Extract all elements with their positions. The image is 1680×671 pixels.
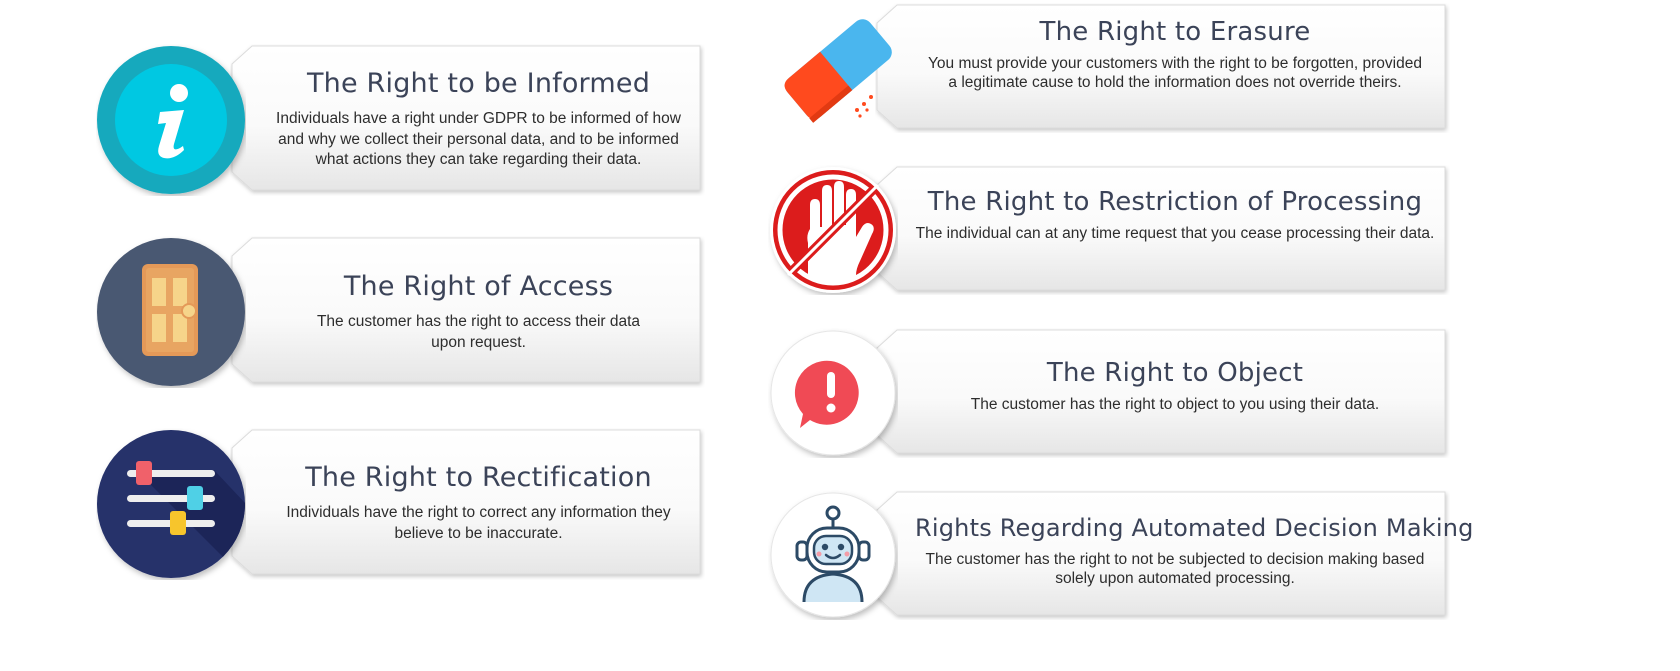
- right-description: The customer has the right to not be sub…: [925, 551, 1425, 587]
- card-background: [231, 429, 701, 575]
- door-icon: [97, 238, 245, 386]
- right-card-erasure: The Right to Erasure You must provide yo…: [875, 3, 1450, 133]
- right-card-object: The Right to Object The customer has the…: [875, 328, 1450, 458]
- right-description: The individual can at any time request t…: [915, 225, 1435, 242]
- right-description: The customer has the right to object to …: [970, 396, 1380, 413]
- right-card-automated: Rights Regarding Automated Decision Maki…: [875, 490, 1474, 620]
- right-card-restriction: The Right to Restriction of Processing T…: [875, 165, 1450, 295]
- right-title: The Right to Erasure: [1039, 17, 1311, 47]
- right-description: Individuals have a right under GDPR to b…: [276, 110, 681, 168]
- card-background: [231, 45, 701, 191]
- right-description: Individuals have the right to correct an…: [286, 504, 671, 542]
- right-title: The Right to Restriction of Processing: [927, 187, 1423, 217]
- card-background: [876, 329, 1446, 454]
- card-background: [231, 237, 701, 383]
- info-icon: [97, 46, 245, 194]
- eraser-icon: [784, 19, 892, 123]
- alert-speech-icon: [770, 330, 896, 456]
- card-background: [876, 491, 1446, 616]
- right-description: You must provide your customers with the…: [928, 55, 1422, 91]
- card-background: [876, 4, 1446, 129]
- right-title: The Right to Rectification: [305, 462, 652, 493]
- right-description: The customer has the right to access the…: [316, 313, 641, 351]
- right-card-informed: The Right to be Informed Individuals hav…: [230, 44, 705, 196]
- stop-hand-icon: [770, 167, 896, 293]
- right-title: The Right of Access: [343, 271, 614, 302]
- robot-icon: [770, 492, 896, 618]
- right-title: The Right to be Informed: [306, 68, 651, 99]
- right-title: The Right to Object: [1046, 358, 1304, 388]
- right-card-access: The Right of Access The customer has the…: [230, 236, 705, 388]
- right-card-rectification: The Right to Rectification Individuals h…: [230, 428, 705, 580]
- right-title: Rights Regarding Automated Decision Maki…: [915, 514, 1474, 542]
- sliders-icon: [97, 430, 245, 578]
